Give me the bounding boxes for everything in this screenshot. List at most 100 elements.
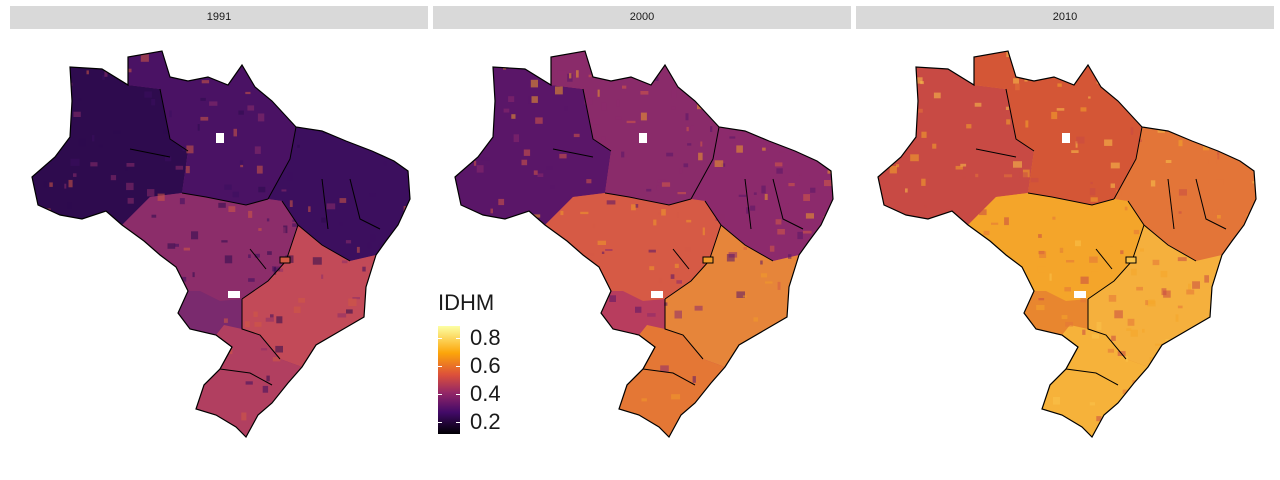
municipality-cell [735,95,741,98]
municipality-cell [683,163,689,168]
municipality-cell [1124,206,1128,211]
municipality-cell [1147,300,1156,307]
municipality-cell [573,395,581,401]
municipality-cell [746,207,750,214]
municipality-cell [73,173,77,177]
municipality-cell [383,302,386,306]
municipality-cell [1249,224,1255,229]
municipality-cell [1181,354,1187,358]
municipality-cell [293,306,301,313]
municipality-cell [109,237,119,242]
municipality-cell [110,175,117,181]
municipality-cell [981,342,986,347]
legend-tick [456,422,460,423]
municipality-cell [597,240,606,245]
municipality-cell [513,134,519,143]
municipality-cell [676,212,679,218]
municipality-cell [223,318,228,323]
municipality-cell [348,298,357,307]
municipality-cell [253,311,258,317]
facet-panel-2010: 2010 [856,6,1274,446]
municipality-cell [181,272,186,276]
municipality-cell [584,98,593,105]
municipality-cell [212,361,220,367]
legend-tick [456,366,460,367]
municipality-cell [640,112,647,121]
municipality-cell [310,110,314,116]
municipality-cell [85,59,93,66]
region-north [551,51,719,205]
municipality-cell [1161,288,1167,296]
municipality-cell [1217,353,1223,362]
municipality-cell [298,298,305,303]
municipality-cell [197,124,200,131]
municipality-cell [341,260,348,264]
municipality-cell [900,259,905,264]
municipality-cell [1111,335,1116,341]
missing-data-area [651,291,663,298]
municipality-cell [280,97,288,100]
municipality-cell [102,227,107,234]
municipality-cell [69,238,73,243]
municipality-cell [1160,270,1168,278]
municipality-cell [531,96,538,103]
municipality-cell [324,396,332,401]
municipality-cell [129,419,133,427]
municipality-cell [71,377,77,385]
municipality-cell [605,249,613,251]
municipality-cell [631,435,641,437]
municipality-cell [711,434,717,437]
municipality-cell [726,254,735,262]
municipality-cell [1004,217,1009,226]
federal-district [1125,256,1137,264]
municipality-cell [1144,439,1151,446]
municipality-cell [778,414,782,423]
municipality-cell [1166,120,1173,124]
municipality-cell [174,243,179,247]
legend-colorbar [438,326,460,434]
municipality-cell [299,380,307,384]
region-south [1042,325,1148,437]
municipality-cell [777,229,785,235]
municipality-cell [674,310,682,319]
municipality-cell [32,334,38,338]
missing-data-area [228,291,240,298]
municipality-cell [555,411,559,415]
municipality-cell [292,219,300,222]
municipality-cell [179,198,185,205]
municipality-cell [729,384,736,390]
municipality-cell [354,65,363,73]
municipality-cell [287,418,292,421]
municipality-cell [144,91,152,98]
municipality-cell [1162,237,1167,242]
municipality-cell [132,436,140,437]
municipality-cell [1010,170,1013,178]
municipality-cell [821,143,830,148]
municipality-cell [580,211,589,215]
municipality-cell [245,381,253,385]
municipality-cell [927,439,936,441]
municipality-cell [1254,139,1256,146]
municipality-cell [64,183,67,189]
municipality-cell [1178,140,1183,147]
municipality-cell [698,152,703,161]
municipality-cell [90,311,98,316]
municipality-cell [1076,136,1085,144]
region-west [455,67,611,225]
municipality-cell [601,251,605,254]
municipality-cell [930,283,939,289]
legend-label-0.6: 0.6 [470,353,501,378]
municipality-cell [894,220,900,223]
municipality-cell [879,229,889,237]
municipality-cell [124,314,133,323]
municipality-cell [1110,183,1115,188]
municipality-cell [337,313,347,318]
municipality-cell [292,223,299,227]
municipality-cell [346,309,353,314]
municipality-cell [347,121,351,130]
municipality-cell [114,414,119,421]
municipality-cell [367,242,372,249]
municipality-cell [1215,154,1219,160]
municipality-cell [373,280,380,287]
state-border [1005,88,1035,152]
